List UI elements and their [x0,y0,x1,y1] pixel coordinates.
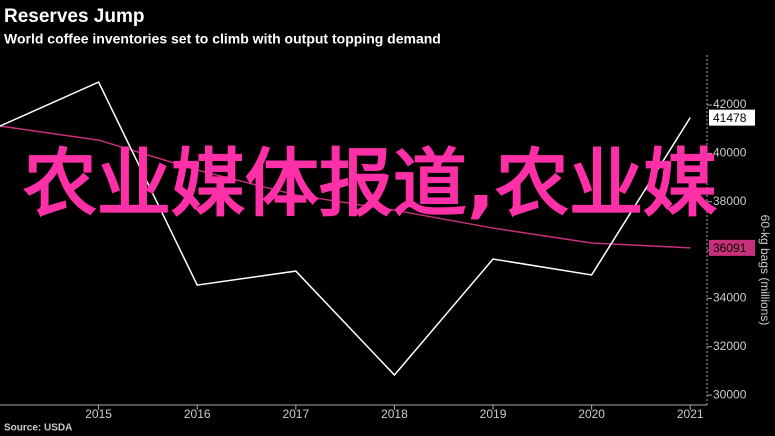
x-tick-label: 2016 [184,407,211,421]
value-label-box [709,239,755,256]
y-axis-label: 60-kg bags (millions) [758,215,772,326]
series-line [0,125,691,249]
overlay-text: 农业媒体报道,农业媒 [22,141,718,227]
series-line [0,81,691,377]
x-tick-label: 2021 [677,407,704,421]
value-label-box [709,109,755,126]
source: Source: USDA [4,423,72,434]
value-label: 36091 [713,241,747,255]
y-tick-label: 30000 [713,387,747,401]
chart-title: Reserves Jump [4,6,144,27]
y-tick-label: 34000 [713,291,747,305]
x-tick-label: 2017 [282,407,309,421]
chart-subtitle: World coffee inventories set to climb wi… [4,31,441,47]
x-tick-label: 2018 [381,407,408,421]
x-tick-label: 2019 [480,407,507,421]
value-label: 41478 [713,111,747,125]
y-tick-label: 40000 [713,146,747,160]
y-tick-label: 32000 [713,339,747,353]
y-tick-label: 38000 [713,194,747,208]
x-tick-label: 2020 [578,407,605,421]
y-tick-label: 42000 [713,97,747,111]
x-tick-label: 2015 [85,407,112,421]
